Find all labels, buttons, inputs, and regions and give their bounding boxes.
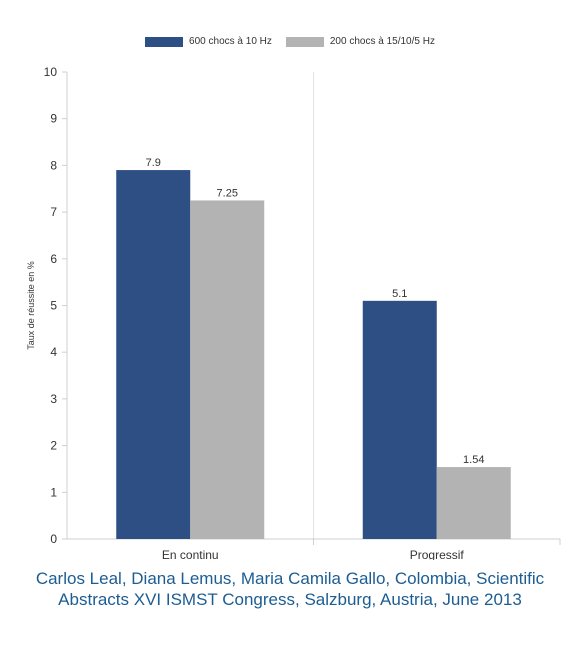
legend-label-series-2: 200 chocs à 15/10/5 Hz xyxy=(329,36,435,47)
y-axis-title: Taux de réussite en % xyxy=(26,261,36,350)
legend-label-series-1: 600 chocs à 10 Hz xyxy=(189,36,272,47)
y-tick-label: 7 xyxy=(50,205,57,219)
y-tick-label: 9 xyxy=(50,112,57,126)
data-label: 7.9 xyxy=(146,157,161,169)
bar xyxy=(362,300,437,539)
data-label: 1.54 xyxy=(463,454,484,466)
data-label: 5.1 xyxy=(392,288,407,300)
legend-item-series-1: 600 chocs à 10 Hz xyxy=(145,36,272,47)
legend-swatch-series-2 xyxy=(285,36,324,47)
y-tick-label: 3 xyxy=(50,392,57,406)
bar xyxy=(116,170,191,539)
legend-swatch-series-1 xyxy=(145,36,184,47)
legend-item-series-2: 200 chocs à 15/10/5 Hz xyxy=(285,36,435,47)
bar-chart: 0 1 2 3 4 5 6 7 8 9 10 Taux de réussite en % 7.9 7.25… xyxy=(26,65,561,560)
bar xyxy=(190,200,265,540)
y-tick-label: 6 xyxy=(50,252,57,266)
y-tick-label: 5 xyxy=(50,299,57,313)
x-tick-label: En continu xyxy=(162,548,219,560)
y-tick-label: 10 xyxy=(44,65,58,79)
legend: 600 chocs à 10 Hz 200 chocs à 15/10/5 Hz xyxy=(0,36,580,47)
y-tick-label: 8 xyxy=(50,158,57,172)
y-tick-label: 1 xyxy=(50,485,57,499)
data-label: 7.25 xyxy=(217,187,238,199)
y-tick-label: 4 xyxy=(50,345,57,359)
x-tick-label: Progressif xyxy=(410,548,465,560)
y-tick-label: 2 xyxy=(50,439,57,453)
bar xyxy=(436,467,511,539)
y-tick-label: 0 xyxy=(50,532,57,546)
source-caption: Carlos Leal, Diana Lemus, Maria Camila G… xyxy=(35,569,545,609)
